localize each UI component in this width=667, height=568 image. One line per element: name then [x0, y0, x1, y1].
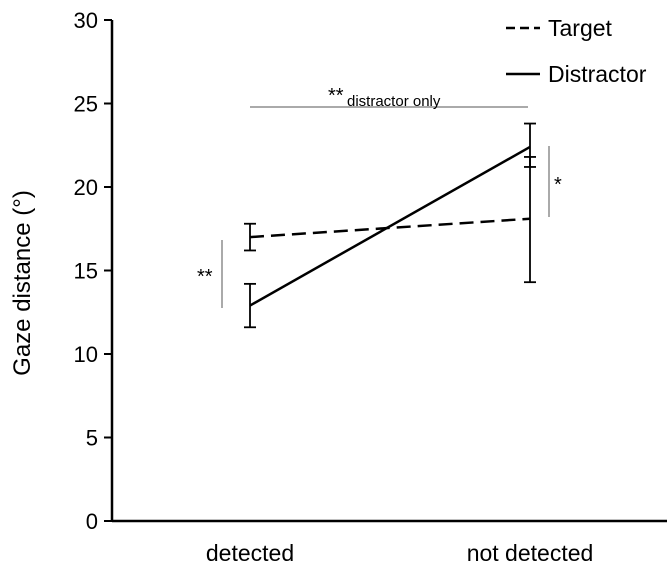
y-axis-label: Gaze distance (°): [9, 190, 36, 376]
right-bracket-star: *: [554, 174, 562, 196]
left-significance-bracket: **: [197, 240, 223, 308]
y-tick-label: 30: [74, 8, 98, 33]
top-bracket-stars: **: [328, 85, 344, 107]
y-tick-label: 5: [86, 426, 98, 451]
legend-label: Distractor: [548, 61, 647, 87]
y-tick-label: 25: [74, 92, 98, 117]
y-tick-label: 0: [86, 509, 98, 534]
series-target: [244, 156, 536, 284]
legend-label: Target: [548, 15, 613, 41]
series-layer: [244, 122, 536, 329]
y-tick-label: 15: [74, 259, 98, 284]
top-significance-bracket: ** distractor only: [250, 85, 528, 110]
y-tick-label: 10: [74, 342, 98, 367]
y-tick-label: 20: [74, 175, 98, 200]
y-ticks: 0 5 10 15 20 25 30: [74, 8, 112, 534]
series-line: [249, 145, 531, 307]
x-category-label: not detected: [467, 540, 594, 566]
series-line: [249, 217, 531, 239]
left-bracket-stars: **: [197, 266, 213, 288]
x-categories: detected not detected: [206, 540, 593, 566]
top-bracket-note: distractor only: [347, 93, 441, 110]
right-significance-bracket: *: [548, 146, 562, 217]
series-distractor: [244, 122, 536, 329]
x-category-label: detected: [206, 540, 294, 566]
legend: Target Distractor: [506, 15, 647, 87]
